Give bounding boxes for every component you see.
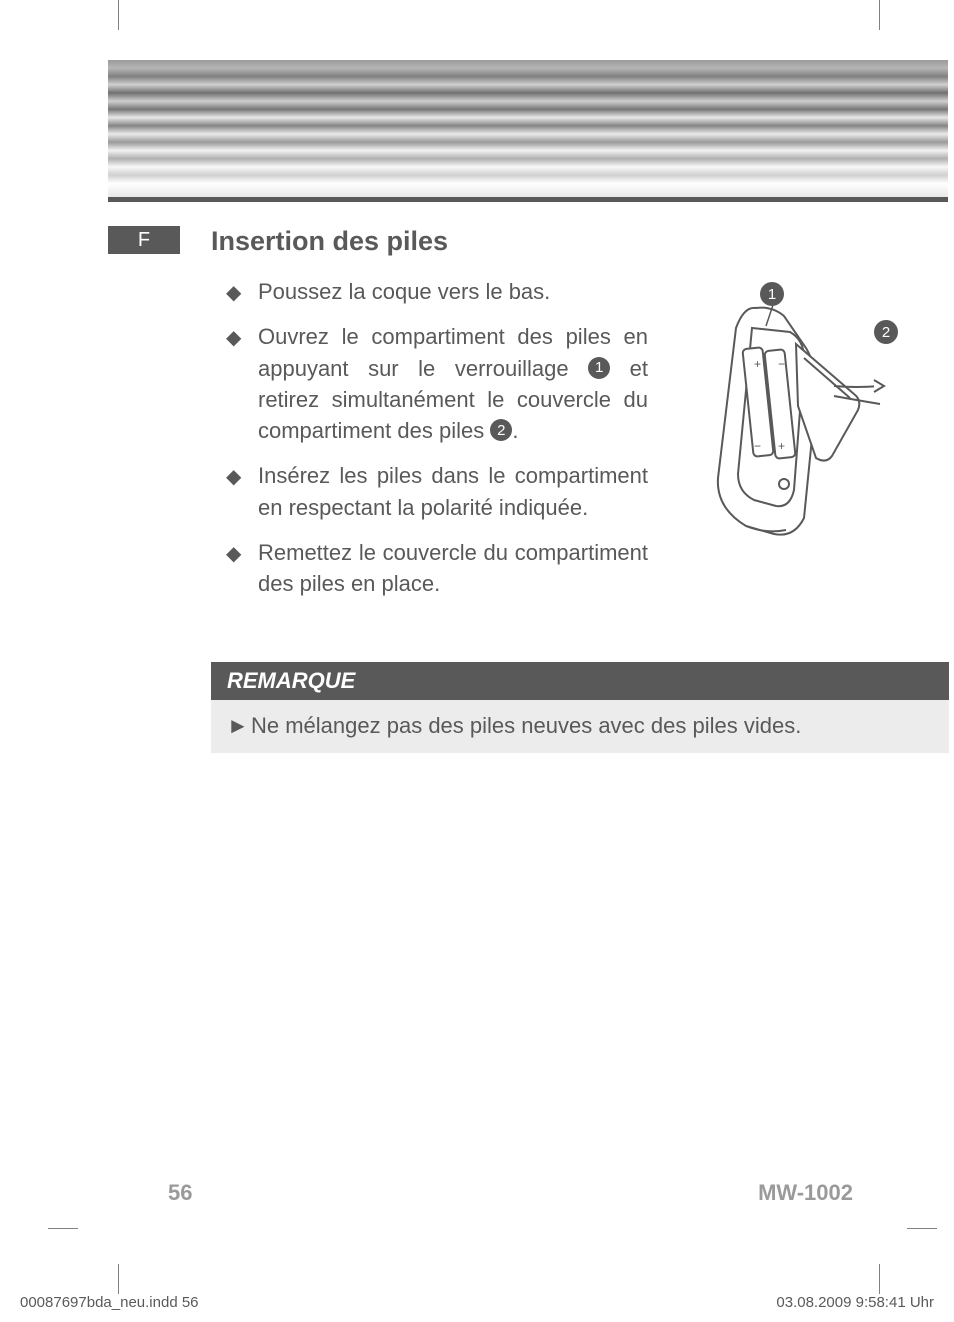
instruction-item: ◆ Poussez la coque vers le bas. <box>226 276 648 307</box>
header-banner <box>108 60 948 202</box>
section-title: Insertion des piles <box>211 226 448 257</box>
callout-2-label: 2 <box>882 324 890 341</box>
crop-mark <box>879 0 880 30</box>
svg-text:+: + <box>778 439 785 453</box>
svg-text:+: + <box>754 357 761 371</box>
device-illustration: + − − + <box>656 278 946 548</box>
bullet-diamond-icon: ◆ <box>226 276 258 307</box>
note-header: REMARQUE <box>211 662 949 700</box>
instruction-text: Remettez le couvercle du compartiment de… <box>258 537 648 599</box>
instruction-text: Ouvrez le compartiment des piles en appu… <box>258 321 648 446</box>
instruction-text: Poussez la coque vers le bas. <box>258 276 648 307</box>
svg-text:−: − <box>754 439 761 453</box>
content-wrap: ◆ Poussez la coque vers le bas. ◆ Ouvrez… <box>226 276 946 613</box>
inline-callout-1-icon: 1 <box>588 357 610 379</box>
instruction-item: ◆ Ouvrez le compartiment des piles en ap… <box>226 321 648 446</box>
svg-text:−: − <box>778 357 785 371</box>
page-number: 56 <box>168 1180 192 1210</box>
crop-mark <box>118 0 119 30</box>
instruction-text: Insérez les piles dans le compartiment e… <box>258 460 648 522</box>
language-tab: F <box>108 226 180 254</box>
crop-mark <box>118 1264 119 1294</box>
instruction-item: ◆ Remettez le couvercle du compartiment … <box>226 537 648 599</box>
bullet-diamond-icon: ◆ <box>226 537 258 599</box>
print-metadata: 00087697bda_neu.indd 56 03.08.2009 9:58:… <box>0 1294 954 1311</box>
crop-mark <box>879 1264 880 1294</box>
instruction-item: ◆ Insérez les piles dans le compartiment… <box>226 460 648 522</box>
crop-mark <box>907 1228 937 1229</box>
page-footer: 56 MW-1002 <box>168 1180 853 1210</box>
crop-mark <box>48 1228 78 1229</box>
bullet-diamond-icon: ◆ <box>226 321 258 446</box>
note-body: ► Ne mélangez pas des piles neuves avec … <box>211 700 949 753</box>
note-arrow-icon: ► <box>227 710 251 741</box>
model-number: MW-1002 <box>758 1180 853 1210</box>
page-frame: F Insertion des piles ◆ Poussez la coque… <box>48 0 908 1230</box>
note-box: REMARQUE ► Ne mélangez pas des piles neu… <box>211 662 949 753</box>
inline-callout-2-icon: 2 <box>490 419 512 441</box>
print-timestamp: 03.08.2009 9:58:41 Uhr <box>776 1294 934 1311</box>
callout-1-label: 1 <box>768 286 776 303</box>
print-file: 00087697bda_neu.indd 56 <box>20 1294 199 1311</box>
note-text: Ne mélangez pas des piles neuves avec de… <box>251 710 933 741</box>
bullet-diamond-icon: ◆ <box>226 460 258 522</box>
instruction-list: ◆ Poussez la coque vers le bas. ◆ Ouvrez… <box>226 276 648 613</box>
